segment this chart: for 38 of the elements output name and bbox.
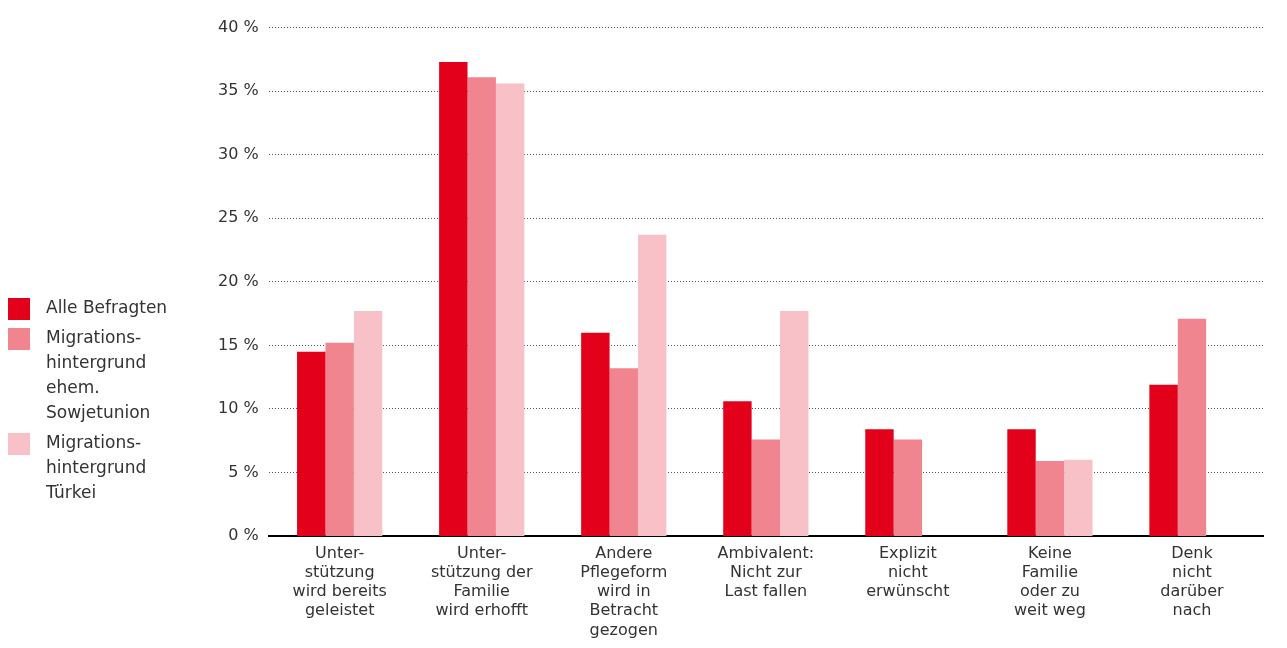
bar: [495, 83, 525, 536]
x-tick-label: Ambivalent: Nicht zur Last fallen: [717, 542, 815, 601]
legend-label: Migrations- hintergrund Türkei: [46, 431, 147, 504]
y-tick-label: 40 %: [217, 16, 259, 36]
bar: [1177, 318, 1207, 536]
bar: [1035, 461, 1065, 536]
bar: [1007, 429, 1036, 536]
bar: [780, 311, 809, 536]
bar: [637, 234, 667, 536]
bar: [581, 332, 610, 536]
bar: [609, 368, 638, 536]
bar: [439, 61, 468, 536]
bar: [353, 311, 383, 536]
y-tick-label: 5 %: [228, 461, 259, 481]
x-tick-label: Denk nicht darüber nach: [1160, 542, 1225, 620]
x-tick-label: Unter- stützung wird bereits geleistet: [292, 542, 387, 620]
y-tick-label: 35 %: [217, 80, 259, 100]
y-tick-label: 30 %: [217, 143, 259, 163]
x-tick-label: Keine Familie oder zu weit weg: [1014, 542, 1086, 620]
x-tick-label: Andere Pflegeform wird in Betracht gezogen: [580, 542, 668, 639]
legend-label: Migrations- hintergrund ehem. Sowjetunion: [46, 326, 151, 424]
y-tick-label: 20 %: [217, 270, 259, 290]
bar: [751, 439, 781, 536]
bar: [865, 429, 894, 536]
x-tick-label: Unter- stützung der Familie wird erhofft: [430, 542, 533, 620]
y-tick-label: 0 %: [228, 525, 259, 545]
bar: [325, 342, 354, 536]
y-tick-label: 25 %: [217, 207, 259, 227]
bar: [467, 77, 496, 536]
bar: [297, 351, 326, 536]
bar: [893, 439, 923, 536]
bar: [1064, 459, 1093, 536]
bar: [723, 401, 752, 536]
y-tick-label: 15 %: [217, 334, 259, 354]
y-tick-label: 10 %: [217, 398, 259, 418]
bar: [1149, 384, 1178, 536]
x-tick-label: Explizit nicht erwünscht: [866, 542, 950, 601]
legend-label: Alle Befragten: [46, 296, 168, 319]
